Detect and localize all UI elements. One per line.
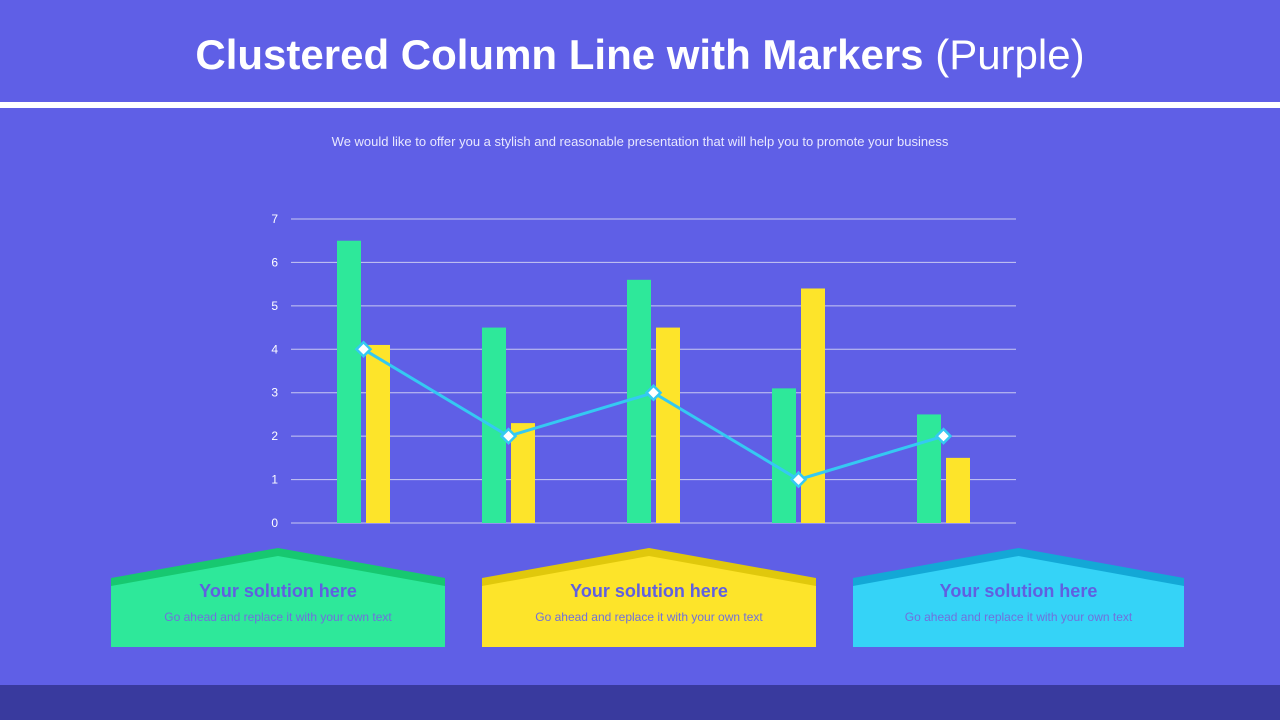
card-roof-3 [853, 548, 1184, 647]
line-marker-3 [644, 383, 663, 402]
y-tick-label: 0 [271, 516, 278, 530]
card-2-title: Your solution here [570, 581, 728, 601]
y-tick-label: 1 [271, 473, 278, 487]
y-tick-label: 4 [271, 342, 278, 356]
solution-card-3 [853, 548, 1184, 647]
page-title-variant: (Purple) [935, 31, 1085, 78]
card-1-title: Your solution here [199, 581, 357, 601]
solution-card-1 [111, 548, 445, 647]
y-tick-label: 2 [271, 429, 278, 443]
bar-series-2-cat-4 [801, 288, 825, 523]
card-3-text: Go ahead and replace it with your own te… [904, 610, 1133, 624]
line-marker-1 [354, 340, 373, 359]
page-subtitle: We would like to offer you a stylish and… [331, 134, 949, 149]
line-series [362, 347, 944, 482]
bar-series-1-cat-3 [627, 279, 651, 523]
card-1-text: Go ahead and replace it with your own te… [164, 610, 392, 624]
line-marker-4 [789, 470, 808, 489]
footer-bar [0, 685, 1280, 720]
solution-card-2 [482, 548, 816, 647]
line-marker-5 [934, 427, 953, 445]
bar-series-1-cat-5 [917, 414, 941, 523]
bar-series-2-cat-1 [366, 344, 390, 523]
card-3-title: Your solution here [939, 581, 1098, 601]
page-title: Clustered Column Line with Markers (Purp… [0, 26, 1280, 84]
bar-series-1-cat-4 [772, 388, 796, 523]
y-tick-label: 7 [271, 212, 278, 226]
bar-series-2-cat-2 [511, 423, 535, 523]
card-2-text: Go ahead and replace it with your own te… [535, 610, 763, 624]
y-tick-label: 3 [271, 386, 278, 400]
title-divider [0, 102, 1280, 108]
page-title-main: Clustered Column Line with Markers [195, 31, 924, 78]
card-roof-1 [111, 548, 445, 647]
bar-series-1-cat-1 [337, 240, 361, 523]
card-roof-2 [482, 548, 816, 647]
bar-series-2-cat-3 [656, 327, 680, 523]
line-marker-2 [499, 427, 518, 445]
bar-series-1-cat-2 [482, 327, 506, 523]
y-tick-label: 5 [271, 299, 278, 313]
y-tick-label: 6 [271, 255, 278, 269]
bar-series-2-cat-5 [946, 457, 970, 523]
